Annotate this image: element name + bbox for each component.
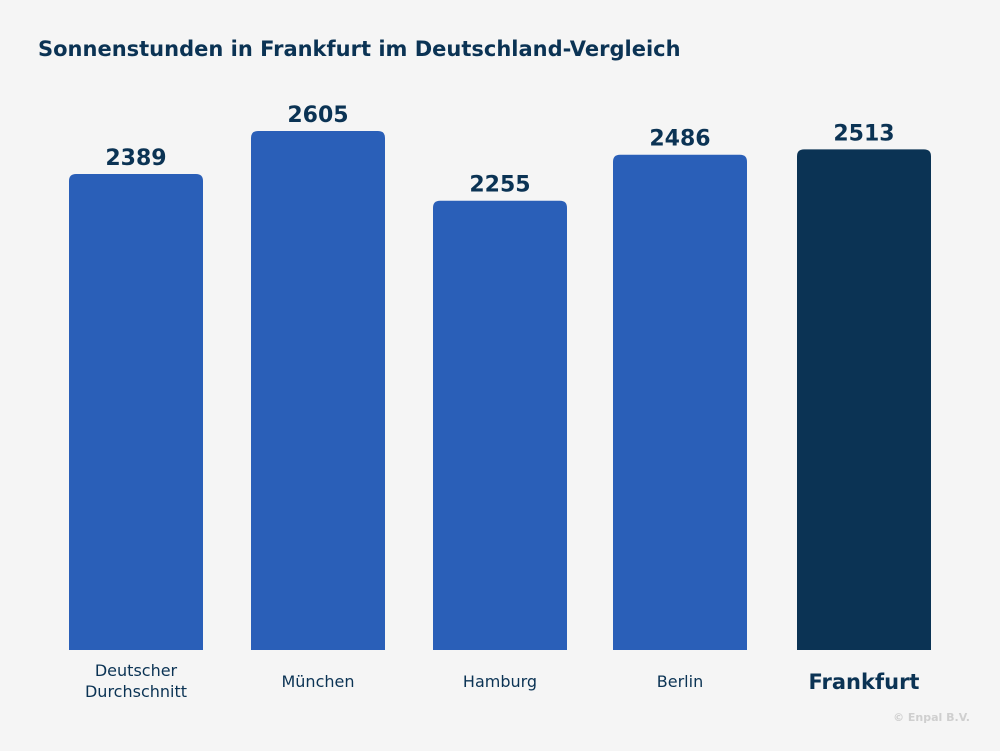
category-label: Deutscher Durchschnitt: [85, 661, 187, 701]
value-labels-group: 2389 2605 2255 2486 2513: [105, 103, 894, 198]
value-label: 2486: [649, 127, 710, 152]
copyright-credit: © Enpal B.V.: [893, 711, 970, 724]
chart-title: Sonnenstunden in Frankfurt im Deutschlan…: [38, 37, 681, 61]
bar-deutscher-durchschnitt: [69, 174, 203, 650]
bar-frankfurt: [797, 149, 931, 651]
category-label: München: [281, 672, 354, 691]
value-label: 2605: [287, 103, 348, 128]
bars-group: [69, 131, 931, 651]
value-label: 2389: [105, 146, 166, 171]
category-label: Hamburg: [463, 672, 537, 691]
bar-münchen: [251, 131, 385, 650]
value-label: 2513: [833, 121, 894, 146]
category-labels-group: Deutscher Durchschnitt München Hamburg Berli…: [85, 661, 919, 701]
bar-hamburg: [433, 200, 567, 650]
bar-berlin: [613, 154, 747, 651]
category-label: Frankfurt: [809, 670, 920, 694]
value-label: 2255: [469, 173, 530, 198]
category-label: Berlin: [657, 672, 703, 691]
